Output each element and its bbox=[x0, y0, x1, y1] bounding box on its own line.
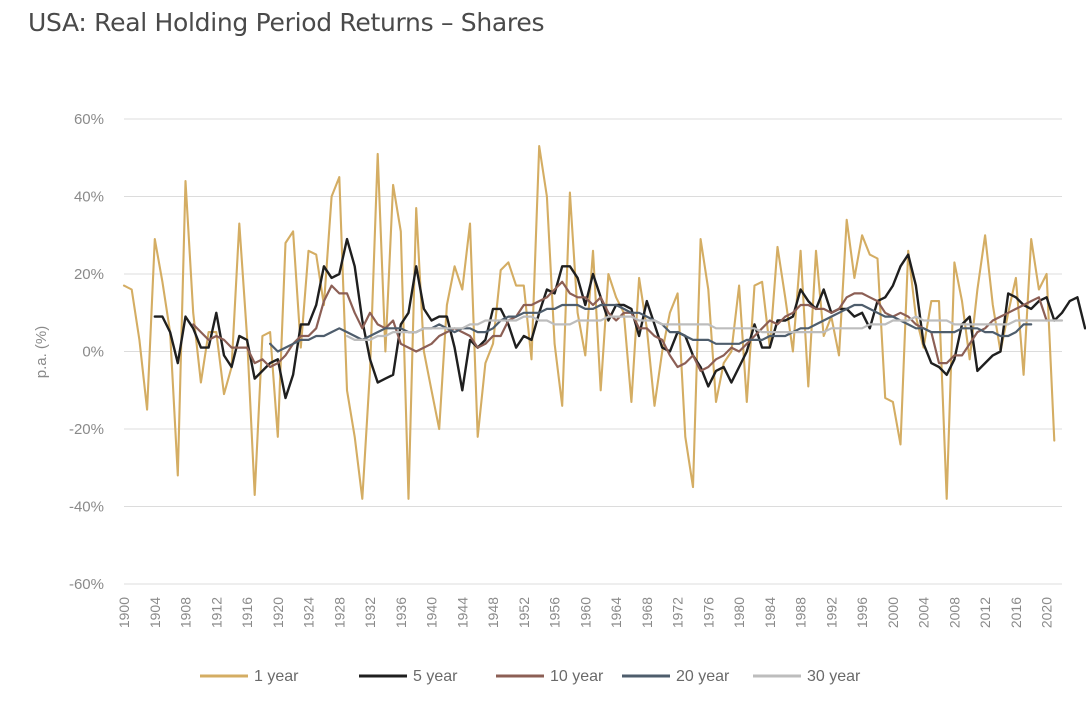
series-line-10-year bbox=[192, 280, 1048, 372]
x-tick-label: 1960 bbox=[577, 597, 593, 628]
legend-label: 20 year bbox=[676, 668, 730, 685]
y-tick-label: 20% bbox=[74, 266, 104, 283]
x-tick-label: 1964 bbox=[608, 597, 624, 628]
chart-title: USA: Real Holding Period Returns – Share… bbox=[28, 8, 545, 37]
y-tick-label: -60% bbox=[69, 576, 104, 593]
x-tick-label: 2016 bbox=[1008, 597, 1024, 628]
x-tick-label: 1916 bbox=[239, 597, 255, 628]
x-tick-label: 1996 bbox=[854, 597, 870, 628]
x-tick-label: 1944 bbox=[454, 597, 470, 628]
y-tick-label: 60% bbox=[74, 111, 104, 128]
y-tick-label: 0% bbox=[82, 344, 104, 361]
legend: 1 year 5 year 10 year 20 year 30 year bbox=[200, 668, 861, 685]
x-tick-label: 1940 bbox=[424, 597, 440, 628]
x-tick-label: 2004 bbox=[916, 597, 932, 628]
x-tick-label: 1984 bbox=[762, 597, 778, 628]
x-tick-label: 1928 bbox=[331, 597, 347, 628]
x-tick-label: 1952 bbox=[516, 597, 532, 628]
series-line-1-year bbox=[122, 145, 1056, 500]
legend-item: 30 year bbox=[753, 668, 861, 685]
legend-item: 5 year bbox=[359, 668, 458, 685]
x-tick-label: 1992 bbox=[823, 597, 839, 628]
x-tick-label: 1956 bbox=[547, 597, 563, 628]
series-line-20-year bbox=[269, 303, 1033, 353]
legend-label: 5 year bbox=[413, 668, 458, 685]
x-tick-label: 1980 bbox=[731, 597, 747, 628]
x-tick-label: 1900 bbox=[116, 597, 132, 628]
y-tick-label: -20% bbox=[69, 421, 104, 438]
x-tick-label: 2020 bbox=[1039, 597, 1055, 628]
series-line-30-year bbox=[345, 315, 1064, 341]
x-tick-label: 1932 bbox=[362, 597, 378, 628]
legend-label: 1 year bbox=[254, 668, 299, 685]
series-lines bbox=[122, 145, 1086, 500]
x-tick-label: 1904 bbox=[147, 597, 163, 628]
x-tick-label: 1912 bbox=[208, 597, 224, 628]
x-tick-label: 1972 bbox=[670, 597, 686, 628]
x-tick-label: 1948 bbox=[485, 597, 501, 628]
x-tick-label: 1924 bbox=[301, 597, 317, 628]
legend-label: 10 year bbox=[550, 668, 604, 685]
x-tick-label: 1988 bbox=[793, 597, 809, 628]
x-tick-label: 2008 bbox=[946, 597, 962, 628]
x-tick-label: 2012 bbox=[977, 597, 993, 628]
x-tick-label: 1936 bbox=[393, 597, 409, 628]
series-line-5-year bbox=[153, 237, 1086, 400]
gridlines bbox=[124, 118, 1062, 585]
x-tick-label: 1976 bbox=[700, 597, 716, 628]
y-axis-ticks: 60% 40% 20% 0% -20% -40% -60% bbox=[69, 111, 104, 593]
legend-item: 20 year bbox=[622, 668, 730, 685]
x-tick-label: 2000 bbox=[885, 597, 901, 628]
x-tick-label: 1920 bbox=[270, 597, 286, 628]
y-tick-label: -40% bbox=[69, 499, 104, 516]
y-axis-label: p.a. (%) bbox=[33, 326, 50, 379]
legend-label: 30 year bbox=[807, 668, 861, 685]
x-axis-ticks: 1900 1904 1908 1912 1916 1920 1924 1928 1932 1936… bbox=[116, 597, 1055, 628]
legend-item: 1 year bbox=[200, 668, 299, 685]
y-tick-label: 40% bbox=[74, 189, 104, 206]
legend-item: 10 year bbox=[496, 668, 604, 685]
x-tick-label: 1968 bbox=[639, 597, 655, 628]
x-tick-label: 1908 bbox=[178, 597, 194, 628]
